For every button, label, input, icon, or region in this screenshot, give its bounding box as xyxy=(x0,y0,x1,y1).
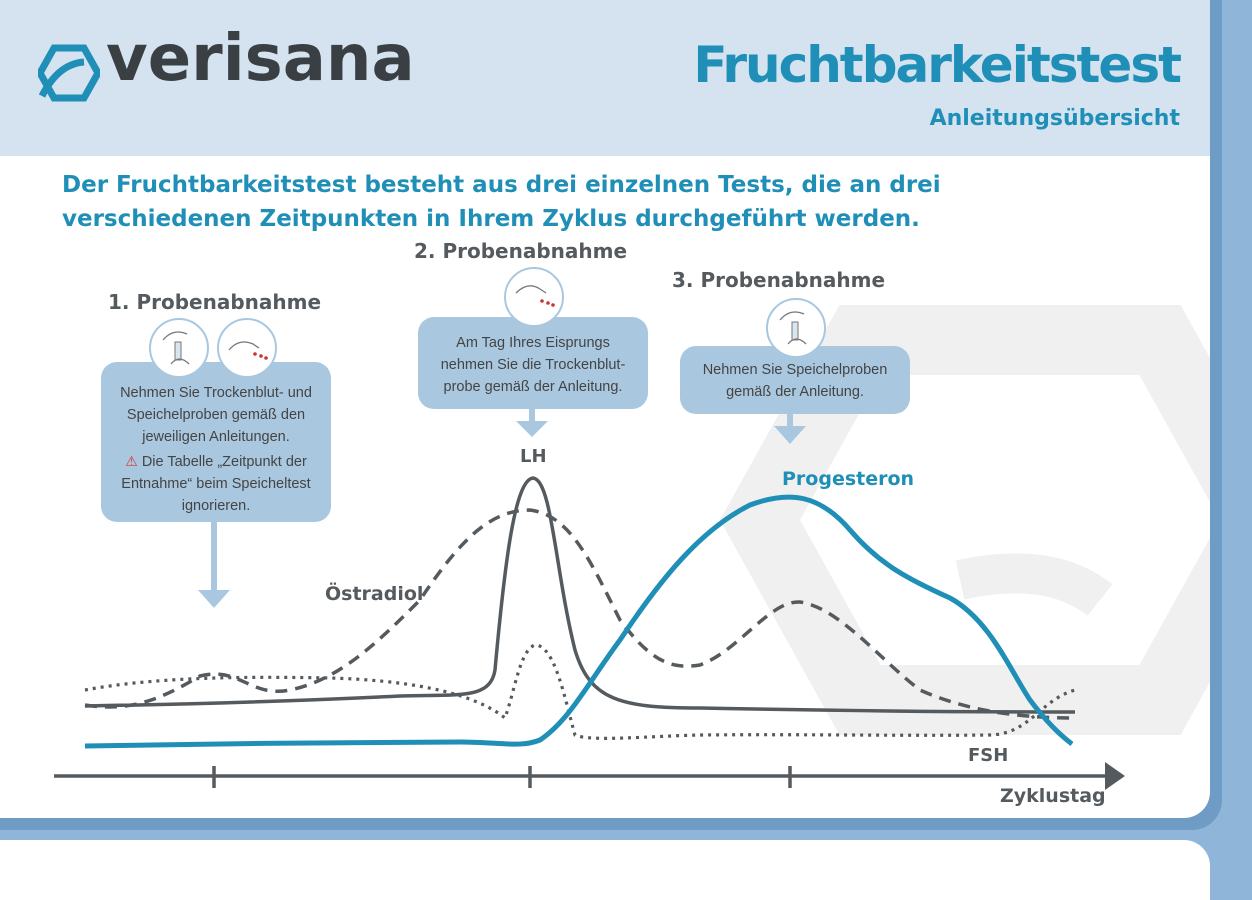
step-3-bubble: Nehmen Sie Speichelproben gemäß der Anle… xyxy=(680,346,910,414)
fsh-curve xyxy=(84,643,1076,740)
lh-curve xyxy=(84,476,1076,714)
step-1-arrow-icon xyxy=(198,522,230,608)
x-axis-arrowhead xyxy=(1105,762,1125,790)
progesteron-curve xyxy=(84,494,1074,749)
step-2-title: 2. Probenabnahme xyxy=(414,239,628,263)
step-2-bubble: Am Tag Ihres Eisprungs nehmen Sie die Tr… xyxy=(418,317,648,409)
blood-sample-icon xyxy=(217,318,277,378)
brand-name: verisana xyxy=(106,22,415,96)
header: verisana Fruchtbarkeitstest Anleitungsüb… xyxy=(0,0,1210,156)
intro-text: Der Fruchtbarkeitstest besteht aus drei … xyxy=(62,172,941,232)
blood-sample-icon-2 xyxy=(504,267,564,327)
watermark-logo xyxy=(719,305,1210,735)
step-3-text: Nehmen Sie Speichelproben gemäß der Anle… xyxy=(702,362,888,400)
warning-icon: ⚠ xyxy=(125,453,138,469)
step-1-warning: ⚠ Die Tabelle „Zeitpunkt der Entnahme“ b… xyxy=(101,448,331,517)
saliva-sample-icon-2 xyxy=(766,298,826,358)
step-1-title: 1. Probenabnahme xyxy=(108,290,322,314)
fsh-label: FSH xyxy=(968,745,1008,766)
step-1-text: Nehmen Sie Trockenblut- und Speichelprob… xyxy=(120,385,312,445)
verisana-logo-icon xyxy=(38,44,100,102)
page-title: Fruchtbarkeitstest xyxy=(693,36,1182,94)
hormone-cycle-diagram: LH Östradiol Progesteron FSH Zyklustag xyxy=(54,446,1125,807)
step-2-arrow-icon xyxy=(516,409,548,437)
step-3-arrow-icon xyxy=(774,414,806,444)
x-axis-label: Zyklustag xyxy=(1000,785,1106,807)
step-2-text: Am Tag Ihres Eisprungs nehmen Sie die Tr… xyxy=(440,335,626,395)
saliva-sample-icon xyxy=(149,318,209,378)
oestradiol-label: Östradiol xyxy=(325,581,423,605)
main-card: verisana Fruchtbarkeitstest Anleitungsüb… xyxy=(0,0,1210,818)
next-card xyxy=(0,840,1210,900)
step-1-bubble: Nehmen Sie Trockenblut- und Speichelprob… xyxy=(101,362,331,522)
step-3-title: 3. Probenabnahme xyxy=(672,268,886,292)
lh-label: LH xyxy=(520,446,547,467)
step-1-warning-text: Die Tabelle „Zeitpunkt der Entnahme“ bei… xyxy=(121,454,311,514)
oestradiol-curve xyxy=(84,508,1076,720)
page-subtitle: Anleitungsübersicht xyxy=(929,106,1180,131)
progesteron-label: Progesteron xyxy=(782,468,914,490)
